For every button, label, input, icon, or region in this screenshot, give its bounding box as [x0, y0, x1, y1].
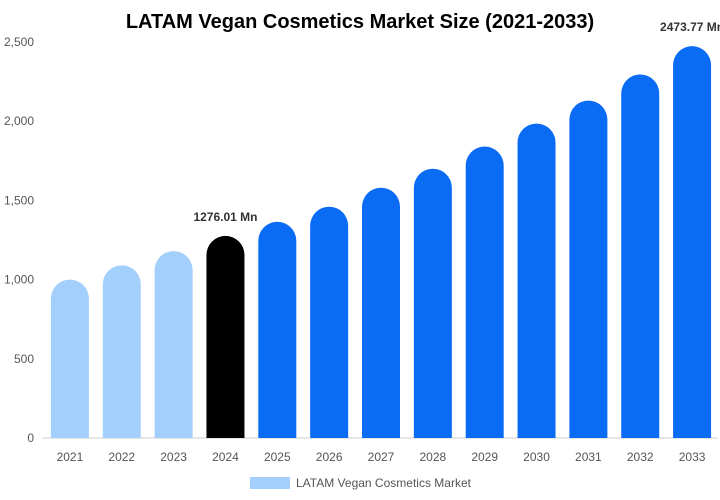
- data-label-2024: 1276.01 Mn: [193, 210, 257, 224]
- x-tick-label: 2024: [212, 450, 239, 464]
- bar-2025[interactable]: [258, 221, 297, 438]
- y-tick-label: 1,500: [4, 193, 34, 207]
- x-tick-label: 2026: [316, 450, 343, 464]
- bars: [50, 46, 712, 439]
- bar-2031[interactable]: [569, 100, 608, 438]
- bar-2033[interactable]: [673, 46, 712, 438]
- y-tick-label: 1,000: [4, 273, 34, 287]
- data-label-2033: 2473.77 Mn: [660, 20, 720, 34]
- x-tick-label: 2029: [471, 450, 498, 464]
- x-tick-label: 2023: [160, 450, 187, 464]
- x-tick-label: 2022: [108, 450, 135, 464]
- y-axis-ticks: 0 500 1,000 1,500 2,000 2,500: [4, 35, 34, 445]
- y-tick-label: 2,500: [4, 35, 34, 49]
- x-tick-label: 2021: [57, 450, 84, 464]
- bar-2028[interactable]: [413, 168, 452, 438]
- bar-2029[interactable]: [465, 146, 504, 439]
- legend[interactable]: LATAM Vegan Cosmetics Market: [250, 476, 472, 490]
- bar-2022[interactable]: [102, 265, 141, 438]
- chart-title: LATAM Vegan Cosmetics Market Size (2021-…: [126, 11, 594, 33]
- x-tick-label: 2030: [523, 450, 550, 464]
- legend-swatch: [250, 477, 290, 489]
- x-tick-label: 2028: [419, 450, 446, 464]
- bar-2023[interactable]: [154, 251, 193, 438]
- bar-2021[interactable]: [50, 279, 89, 438]
- x-tick-label: 2031: [575, 450, 602, 464]
- x-tick-label: 2027: [368, 450, 395, 464]
- y-tick-label: 0: [27, 431, 34, 445]
- x-tick-label: 2025: [264, 450, 291, 464]
- x-tick-label: 2033: [679, 450, 706, 464]
- y-tick-label: 500: [14, 352, 34, 366]
- bar-2027[interactable]: [362, 187, 400, 438]
- y-tick-label: 2,000: [4, 114, 34, 128]
- bar-2024[interactable]: [206, 235, 245, 438]
- data-labels: 1276.01 Mn 2473.77 Mn: [193, 20, 720, 224]
- x-axis-ticks: 2021 2022 2023 2024 2025 2026 2027 2028 2029 2030…: [57, 450, 706, 464]
- bar-2032[interactable]: [621, 74, 660, 439]
- bar-2026[interactable]: [310, 206, 349, 438]
- legend-label: LATAM Vegan Cosmetics Market: [296, 476, 472, 490]
- x-tick-label: 2032: [627, 450, 654, 464]
- bar-2030[interactable]: [517, 123, 556, 439]
